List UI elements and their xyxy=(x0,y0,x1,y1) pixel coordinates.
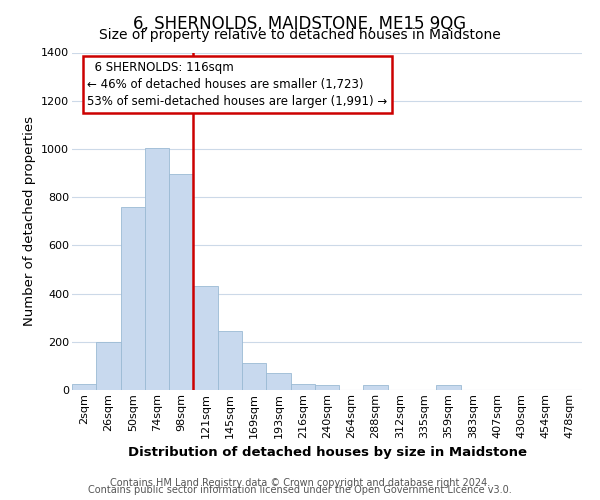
Bar xyxy=(364,385,388,390)
Text: 6, SHERNOLDS, MAIDSTONE, ME15 9QG: 6, SHERNOLDS, MAIDSTONE, ME15 9QG xyxy=(133,15,467,33)
Bar xyxy=(121,207,145,390)
Bar xyxy=(290,384,315,390)
Bar xyxy=(436,385,461,390)
Text: 6 SHERNOLDS: 116sqm  
← 46% of detached houses are smaller (1,723)
53% of semi-d: 6 SHERNOLDS: 116sqm ← 46% of detached ho… xyxy=(88,61,388,108)
Bar xyxy=(169,174,193,390)
Bar xyxy=(315,385,339,390)
Y-axis label: Number of detached properties: Number of detached properties xyxy=(23,116,35,326)
Bar xyxy=(145,148,169,390)
Bar xyxy=(72,384,96,390)
Bar xyxy=(218,331,242,390)
Text: Contains HM Land Registry data © Crown copyright and database right 2024.: Contains HM Land Registry data © Crown c… xyxy=(110,478,490,488)
Text: Contains public sector information licensed under the Open Government Licence v3: Contains public sector information licen… xyxy=(88,485,512,495)
Text: Size of property relative to detached houses in Maidstone: Size of property relative to detached ho… xyxy=(99,28,501,42)
Bar xyxy=(193,286,218,390)
X-axis label: Distribution of detached houses by size in Maidstone: Distribution of detached houses by size … xyxy=(128,446,527,459)
Bar xyxy=(266,373,290,390)
Bar xyxy=(242,364,266,390)
Bar xyxy=(96,342,121,390)
